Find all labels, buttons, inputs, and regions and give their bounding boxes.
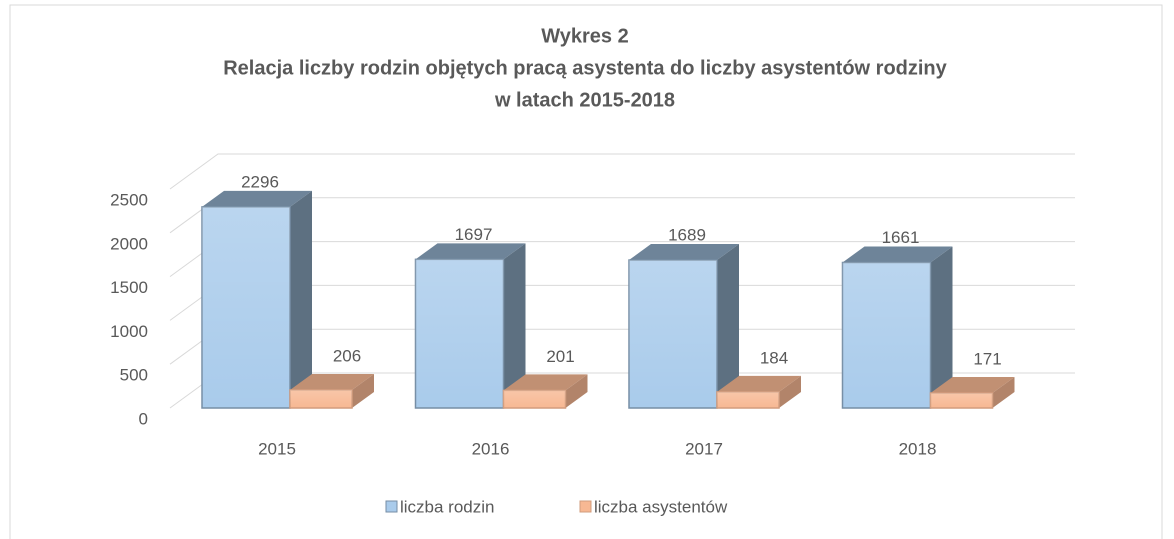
legend-swatch (579, 500, 592, 513)
bar-side (992, 377, 1015, 408)
y-tick-label: 0 (139, 409, 148, 428)
chart-border (9, 4, 1163, 539)
bar-top (930, 377, 1015, 394)
bar-top (842, 246, 953, 263)
data-label: 201 (546, 347, 574, 366)
bar-sheen (930, 393, 993, 408)
bar-side (717, 244, 739, 408)
bar-top (290, 373, 374, 390)
bar-sheen (202, 206, 290, 408)
y-tick-label: 1000 (110, 322, 148, 341)
y-tick-label: 2000 (110, 234, 148, 253)
bar-side (565, 374, 588, 408)
bar-top (717, 375, 801, 392)
x-tick-label: 2016 (472, 439, 510, 458)
bar-top (415, 243, 526, 260)
bar-side (779, 375, 801, 408)
data-label: 171 (973, 350, 1001, 369)
bar-top (202, 190, 312, 207)
bar-sheen (415, 259, 504, 408)
y-tick-label: 2500 (110, 190, 148, 209)
legend-label: liczba rodzin (400, 497, 495, 516)
data-label: 206 (333, 346, 361, 365)
y-tick-label: 1500 (110, 278, 148, 297)
bar-side (352, 373, 374, 408)
bar-sheen (629, 260, 717, 408)
chart-title: Relacja liczby rodzin objętych pracą asy… (223, 57, 947, 79)
bar-top (503, 374, 588, 391)
x-tick-label: 2015 (258, 439, 296, 458)
data-label: 1689 (668, 226, 706, 245)
data-label: 1661 (882, 228, 920, 247)
bar-sheen (290, 389, 352, 408)
bar-side (290, 190, 312, 408)
data-label: 2296 (241, 172, 279, 191)
chart-title: w latach 2015-2018 (494, 89, 675, 111)
y-tick-label: 500 (120, 366, 148, 385)
data-label: 184 (760, 348, 788, 367)
legend-swatch (385, 500, 398, 513)
x-tick-label: 2017 (685, 439, 723, 458)
grid-line (169, 153, 1075, 190)
bar-side (930, 246, 953, 408)
chart-title: Wykres 2 (541, 25, 628, 47)
bar-sheen (503, 390, 566, 408)
bar-top (629, 244, 739, 261)
data-label: 1697 (455, 225, 493, 244)
x-tick-label: 2018 (899, 439, 937, 458)
bar-side (503, 243, 526, 408)
bar-sheen (717, 391, 779, 408)
bar-sheen (842, 262, 931, 408)
legend-label: liczba asystentów (594, 497, 728, 516)
